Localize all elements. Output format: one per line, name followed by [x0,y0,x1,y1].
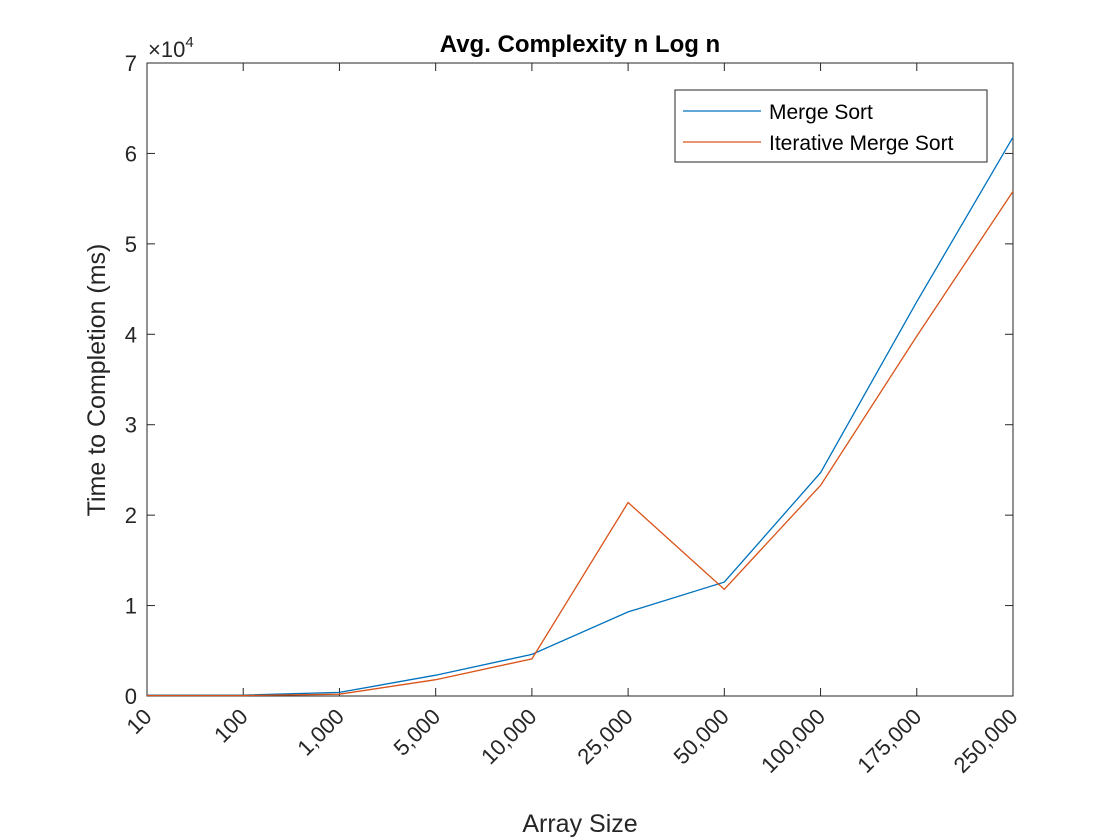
legend-label-1: Merge Sort [769,101,873,124]
y-tick-label: 7 [125,51,137,76]
series-line-2 [147,191,1014,697]
series-layer [147,136,1014,697]
legend: Merge Sort Iterative Merge Sort [674,89,988,163]
y-tick-label: 4 [125,322,137,347]
y-axis-exponent: ×104 [148,34,194,62]
plot-area-border [146,62,1014,697]
y-tick-label: 1 [125,594,137,619]
legend-box [674,89,988,163]
x-axis-label: Array Size [522,810,637,838]
y-axis-label: Time to Completion (ms) [83,244,111,517]
y-tick-label: 5 [125,232,137,257]
series-line-1 [147,136,1014,696]
y-tick-label: 6 [125,141,137,166]
y-tick-label: 3 [125,413,137,438]
chart-title: Avg. Complexity n Log n [440,31,720,58]
y-tick-label: 0 [125,684,137,709]
legend-label-2: Iterative Merge Sort [769,132,954,155]
y-tick-label: 2 [125,503,137,528]
